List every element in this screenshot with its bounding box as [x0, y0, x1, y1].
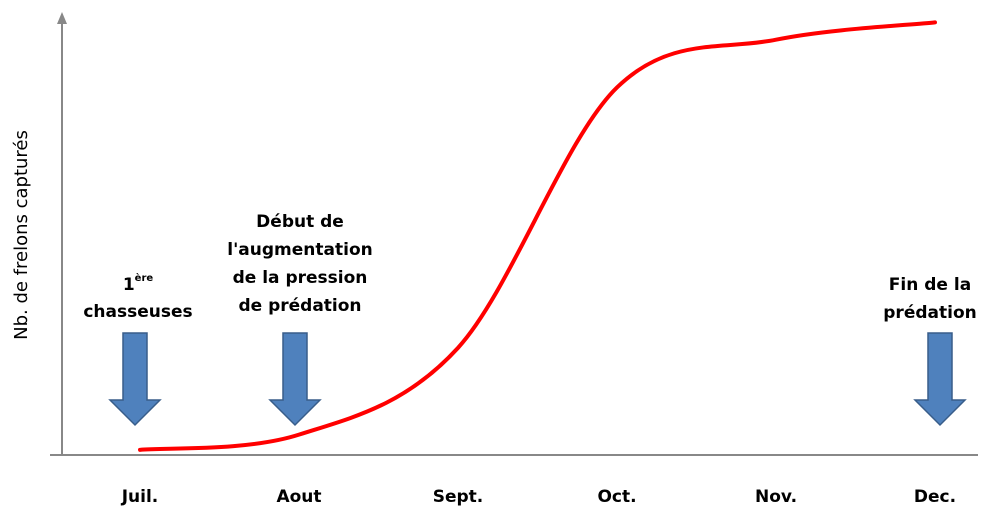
annotation: de prédation [238, 296, 361, 316]
annotation: Début de [256, 212, 344, 232]
y-axis-arrow [57, 12, 67, 24]
y-axis-label: Nb. de frelons capturés [11, 130, 32, 340]
annotation: l'augmentation [227, 240, 372, 260]
x-tick-label: Nov. [755, 487, 797, 507]
annotation: chasseuses [83, 302, 192, 322]
arrow [108, 332, 162, 427]
x-tick-label: Sept. [433, 487, 484, 507]
annotation: de la pression [233, 268, 368, 288]
annotation-text: ère [135, 272, 154, 284]
curve [138, 20, 937, 452]
arrow [268, 332, 322, 427]
arrow [913, 332, 967, 427]
annotation: Fin de la [889, 275, 971, 295]
annotation: prédation [883, 303, 976, 323]
x-tick-label: Oct. [597, 487, 636, 507]
x-tick-label: Dec. [914, 487, 956, 507]
x-tick-label: Juil. [121, 487, 159, 507]
x-tick-label: Aout [276, 487, 321, 507]
annotation: 1ère [123, 272, 154, 295]
annotation-text: 1 [123, 275, 135, 295]
